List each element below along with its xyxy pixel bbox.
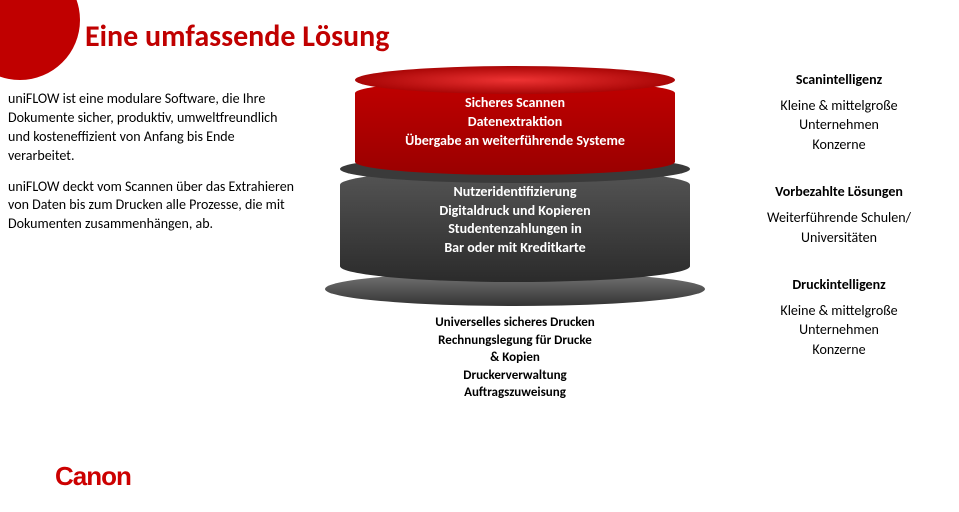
layer3-line2: Rechnungslegung für Drucke xyxy=(335,332,695,350)
group-print-line2: Unternehmen xyxy=(739,320,939,340)
stack-layer-middle: Nutzeridentifizierung Digitaldruck und K… xyxy=(340,169,690,283)
group-scan-heading: Scanintelligenz xyxy=(739,70,939,90)
group-prepaid: Vorbezahlte Lösungen Weiterführende Schu… xyxy=(739,182,939,247)
layer3-line5: Auftragszuweisung xyxy=(335,384,695,402)
intro-paragraph-2: uniFLOW deckt vom Scannen über das Extra… xyxy=(8,178,298,235)
group-print-line1: Kleine & mittelgroße xyxy=(739,301,939,321)
stack-layer-top: Sicheres Scannen Datenextraktion Übergab… xyxy=(355,80,675,175)
layer2-line1: Nutzeridentifizierung xyxy=(350,183,680,202)
group-scan-line2: Unternehmen xyxy=(739,115,939,135)
layer2-line4: Bar oder mit Kreditkarte xyxy=(350,239,680,258)
layer1-line3: Übergabe an weiterführende Systeme xyxy=(365,132,665,151)
group-scan-line1: Kleine & mittelgroße xyxy=(739,96,939,116)
layer-stack: Sicheres Scannen Datenextraktion Übergab… xyxy=(320,80,710,426)
corner-accent xyxy=(0,0,80,80)
right-column: Scanintelligenz Kleine & mittelgroße Unt… xyxy=(739,70,939,388)
intro-text: uniFLOW ist eine modulare Software, die … xyxy=(8,90,298,246)
layer1-line1: Sicheres Scannen xyxy=(365,94,665,113)
stack-lid-top xyxy=(355,66,675,94)
group-prepaid-line2: Universitäten xyxy=(739,228,939,248)
layer3-line4: Druckerverwaltung xyxy=(335,367,695,385)
intro-paragraph-1: uniFLOW ist eine modulare Software, die … xyxy=(8,90,298,166)
stack-layer-bottom: Universelles sicheres Drucken Rechnungsl… xyxy=(325,280,705,426)
layer2-line2: Digitaldruck und Kopieren xyxy=(350,202,680,221)
group-print-line3: Konzerne xyxy=(739,340,939,360)
group-prepaid-heading: Vorbezahlte Lösungen xyxy=(739,182,939,202)
group-print: Druckintelligenz Kleine & mittelgroße Un… xyxy=(739,275,939,359)
layer3-line3: & Kopien xyxy=(335,349,695,367)
group-scan-line3: Konzerne xyxy=(739,135,939,155)
layer1-line2: Datenextraktion xyxy=(365,113,665,132)
page-title: Eine umfassende Lösung xyxy=(85,18,389,55)
group-print-heading: Druckintelligenz xyxy=(739,275,939,295)
layer2-line3: Studentenzahlungen in xyxy=(350,220,680,239)
group-scan: Scanintelligenz Kleine & mittelgroße Unt… xyxy=(739,70,939,154)
group-prepaid-line1: Weiterführende Schulen/ xyxy=(739,208,939,228)
layer3-line1: Universelles sicheres Drucken xyxy=(335,314,695,332)
canon-logo: Canon xyxy=(55,461,131,492)
